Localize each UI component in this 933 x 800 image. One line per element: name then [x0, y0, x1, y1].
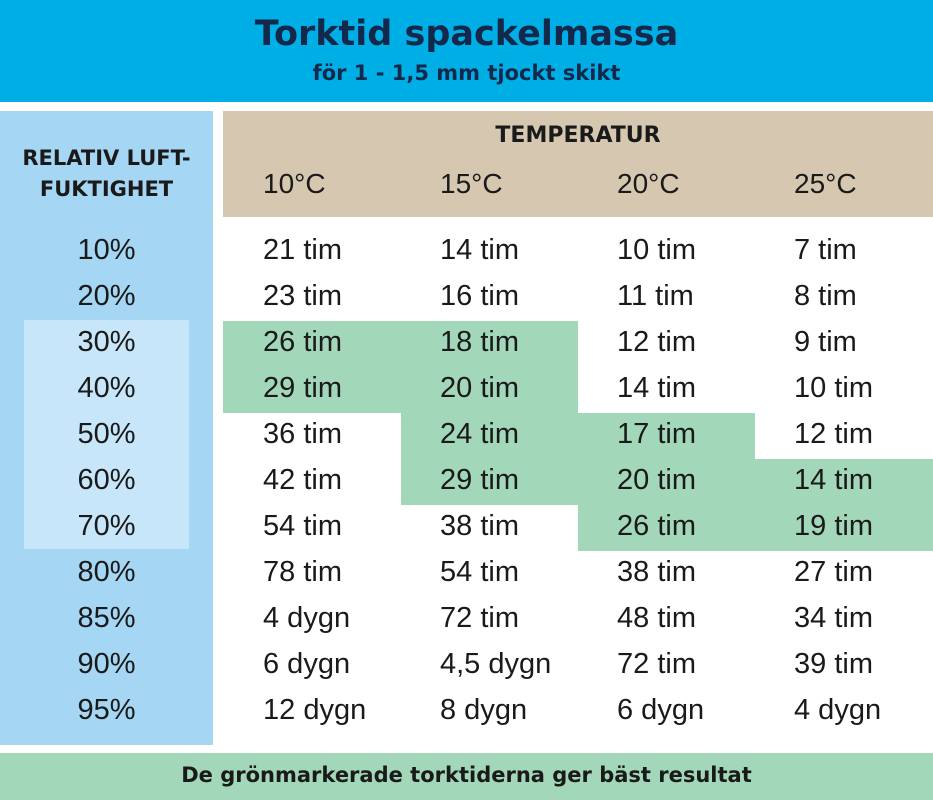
drying-time-cell: 39 tim — [794, 648, 873, 680]
title-banner: Torktid spackelmassa för 1 - 1,5 mm tjoc… — [0, 0, 933, 102]
humidity-value: 95% — [77, 694, 136, 726]
drying-time-cell: 18 tim — [440, 326, 519, 358]
humidity-column-header: RELATIV LUFT- FUKTIGHET — [0, 143, 213, 205]
drying-time-cell: 6 dygn — [263, 648, 351, 680]
humidity-highlight-band — [24, 320, 189, 549]
drying-time-cell: 54 tim — [440, 556, 519, 588]
drying-time-cell: 26 tim — [263, 326, 342, 358]
best-result-highlight — [755, 459, 933, 505]
drying-time-cell: 10 tim — [794, 372, 873, 404]
humidity-value: 70% — [77, 510, 136, 542]
footer-note-bar: De grönmarkerade torktiderna ger bäst re… — [0, 753, 933, 800]
temperature-header-title: TEMPERATUR — [495, 123, 661, 148]
humidity-value: 40% — [77, 372, 136, 404]
drying-time-cell: 12 tim — [617, 326, 696, 358]
best-result-highlight — [401, 413, 578, 459]
best-result-highlight — [223, 321, 401, 367]
drying-time-cell: 4 dygn — [794, 694, 882, 726]
drying-time-cell: 20 tim — [440, 372, 519, 404]
drying-time-cell: 4,5 dygn — [440, 648, 552, 680]
drying-time-cell: 20 tim — [617, 464, 696, 496]
best-result-highlight — [401, 321, 578, 367]
best-result-highlight — [578, 413, 755, 459]
drying-time-cell: 4 dygn — [263, 602, 351, 634]
humidity-value: 85% — [77, 602, 136, 634]
best-result-highlight — [401, 367, 578, 413]
drying-time-cell: 8 tim — [794, 280, 857, 312]
footer-note: De grönmarkerade torktiderna ger bäst re… — [181, 763, 752, 787]
best-result-highlight — [578, 505, 755, 551]
drying-time-cell: 14 tim — [794, 464, 873, 496]
humidity-value: 50% — [77, 418, 136, 450]
best-result-highlight — [401, 459, 578, 505]
humidity-header-line-1: RELATIV LUFT- — [22, 146, 191, 170]
drying-time-cell: 72 tim — [617, 648, 696, 680]
temp-column-25: 25°C — [794, 168, 857, 199]
drying-time-cell: 29 tim — [440, 464, 519, 496]
drying-time-cell: 72 tim — [440, 602, 519, 634]
drying-time-cell: 6 dygn — [617, 694, 705, 726]
humidity-value: 80% — [77, 556, 136, 588]
humidity-value: 60% — [77, 464, 136, 496]
best-result-highlight — [755, 505, 933, 551]
humidity-value: 20% — [77, 280, 136, 312]
best-result-highlight — [578, 459, 755, 505]
drying-time-cell: 27 tim — [794, 556, 873, 588]
drying-time-cell: 16 tim — [440, 280, 519, 312]
drying-time-cell: 23 tim — [263, 280, 342, 312]
drying-time-cell: 9 tim — [794, 326, 857, 358]
drying-time-cell: 10 tim — [617, 234, 696, 266]
drying-time-cell: 54 tim — [263, 510, 342, 542]
humidity-header-line-2: FUKTIGHET — [39, 177, 174, 201]
drying-time-cell: 12 dygn — [263, 694, 367, 726]
drying-time-cell: 11 tim — [617, 280, 694, 312]
drying-time-cell: 34 tim — [794, 602, 873, 634]
drying-time-cell: 42 tim — [263, 464, 342, 496]
page-title: Torktid spackelmassa — [254, 14, 679, 54]
drying-time-cell: 48 tim — [617, 602, 696, 634]
drying-time-cell: 7 tim — [794, 234, 857, 266]
drying-time-cell: 38 tim — [617, 556, 696, 588]
drying-time-cell: 78 tim — [263, 556, 342, 588]
drying-time-cell: 14 tim — [440, 234, 519, 266]
drying-time-cell: 21 tim — [263, 234, 342, 266]
drying-time-cell: 8 dygn — [440, 694, 528, 726]
page-subtitle: för 1 - 1,5 mm tjockt skikt — [312, 61, 621, 85]
humidity-column: RELATIV LUFT- FUKTIGHET — [0, 111, 213, 745]
drying-time-cell: 14 tim — [617, 372, 696, 404]
humidity-value: 10% — [77, 234, 136, 266]
drying-time-cell: 24 tim — [440, 418, 519, 450]
drying-time-cell: 12 tim — [794, 418, 873, 450]
drying-time-cell: 17 tim — [617, 418, 696, 450]
humidity-value: 30% — [77, 326, 136, 358]
temperature-header: TEMPERATUR 10°C 15°C 20°C 25°C — [223, 111, 933, 217]
humidity-value: 90% — [77, 648, 136, 680]
drying-time-cell: 29 tim — [263, 372, 342, 404]
drying-time-cell: 36 tim — [263, 418, 342, 450]
best-result-highlight — [223, 367, 401, 413]
drying-time-cell: 19 tim — [794, 510, 873, 542]
temp-column-15: 15°C — [440, 168, 503, 199]
temp-column-10: 10°C — [263, 168, 326, 199]
temp-column-20: 20°C — [617, 168, 680, 199]
drying-time-cell: 38 tim — [440, 510, 519, 542]
drying-time-cell: 26 tim — [617, 510, 696, 542]
